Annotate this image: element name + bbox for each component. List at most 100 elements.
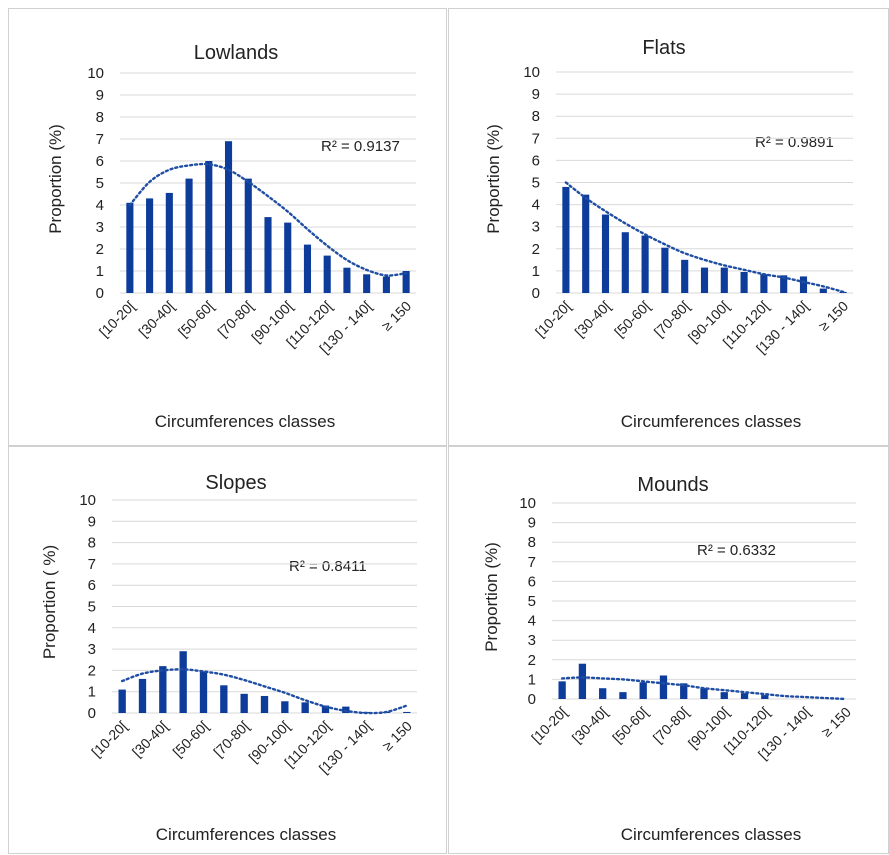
y-tick-label: 2 — [532, 241, 540, 258]
x-tick-label: [10-20[ — [528, 704, 570, 746]
y-tick-label: 2 — [88, 662, 96, 679]
bar — [321, 705, 330, 713]
bar — [761, 695, 769, 699]
y-tick-label: 6 — [88, 577, 96, 594]
y-tick-label: 2 — [96, 241, 104, 258]
bar — [138, 678, 147, 713]
bar — [199, 671, 208, 713]
y-tick-label: 8 — [88, 535, 96, 552]
bar — [760, 274, 768, 293]
x-tick-label: ≥ 150 — [818, 704, 854, 740]
x-axis-label: Circumferences classes — [621, 825, 801, 844]
bar — [303, 244, 312, 293]
bar — [740, 272, 748, 293]
trendline — [120, 668, 409, 715]
x-tick-label: [10-20[ — [532, 298, 574, 340]
bar — [118, 689, 126, 713]
bar — [641, 235, 649, 293]
bar — [601, 214, 610, 293]
bar — [343, 267, 351, 293]
y-axis-label: Proportion (%) — [482, 542, 501, 652]
r-squared-label: R² = 0.8411 — [289, 558, 367, 575]
y-tick-label: 6 — [532, 152, 540, 169]
y-tick-label: 6 — [528, 573, 536, 590]
bar — [244, 178, 252, 293]
x-tick-label: ≥ 150 — [815, 298, 851, 334]
y-tick-label: 7 — [528, 554, 536, 571]
x-tick-label: [30-40[ — [135, 298, 177, 340]
x-tick-label: [50-60[ — [169, 718, 211, 760]
bar — [240, 693, 248, 713]
y-tick-label: 1 — [532, 263, 540, 280]
trendline — [564, 181, 845, 294]
chart-slopes: Slopes Proportion ( %) Circumferences cl… — [40, 472, 417, 844]
y-tick-label: 7 — [88, 556, 96, 573]
y-tick-label: 9 — [88, 513, 96, 530]
bar — [179, 651, 187, 713]
x-tick-label: [50-60[ — [175, 298, 217, 340]
bar — [680, 683, 688, 699]
bar — [639, 682, 647, 699]
bar — [558, 681, 566, 699]
bar — [301, 702, 309, 713]
y-tick-label: 5 — [96, 175, 104, 192]
y-tick-label: 8 — [96, 109, 104, 126]
bar — [224, 141, 233, 293]
y-tick-label: 9 — [96, 87, 104, 104]
y-tick-label: 10 — [87, 65, 104, 82]
trendline — [128, 162, 408, 277]
bar — [205, 161, 213, 293]
chart-panel-flats: Flats Proportion (%) Circumferences clas… — [448, 8, 889, 446]
bar — [700, 267, 709, 293]
bar — [402, 271, 410, 293]
r-squared-label: R² = 0.6332 — [697, 542, 776, 559]
y-tick-label: 7 — [96, 131, 104, 148]
x-axis-label: Circumferences classes — [156, 825, 336, 844]
bar — [260, 695, 269, 713]
y-tick-label: 0 — [532, 285, 540, 302]
bar — [720, 267, 728, 293]
bar — [284, 222, 292, 293]
y-tick-label: 7 — [532, 130, 540, 147]
y-tick-label: 0 — [88, 705, 96, 722]
bar — [165, 192, 173, 293]
chart-title: Lowlands — [194, 42, 279, 64]
chart-flats: Flats Proportion (%) Circumferences clas… — [484, 37, 853, 431]
x-tick-label: [30-40[ — [129, 718, 171, 760]
y-tick-label: 4 — [532, 197, 540, 214]
bar — [220, 685, 228, 713]
y-tick-label: 1 — [96, 263, 104, 280]
bar — [799, 276, 808, 293]
bar — [659, 675, 668, 699]
bar — [780, 275, 788, 293]
bar — [185, 178, 193, 293]
x-tick-label: [30-40[ — [571, 298, 613, 340]
y-tick-label: 1 — [528, 671, 536, 688]
y-tick-label: 10 — [519, 495, 536, 512]
bar — [619, 692, 627, 699]
y-tick-label: 2 — [528, 652, 536, 669]
y-axis-label: Proportion (%) — [46, 124, 65, 234]
y-tick-label: 8 — [532, 108, 540, 125]
y-tick-label: 6 — [96, 153, 104, 170]
bar — [819, 288, 827, 293]
x-tick-label: [10-20[ — [96, 298, 138, 340]
trendline — [560, 676, 848, 701]
bar — [146, 198, 154, 293]
chart-title: Mounds — [637, 474, 708, 496]
x-axis-label: Circumferences classes — [621, 412, 801, 431]
bar — [599, 688, 607, 699]
y-tick-label: 10 — [79, 492, 96, 509]
bar — [720, 692, 728, 699]
x-tick-label: [10-20[ — [88, 718, 130, 760]
chart-mounds: Mounds Proportion (%) Circumferences cla… — [482, 474, 856, 844]
bar — [363, 274, 371, 293]
bar — [700, 688, 708, 699]
y-tick-label: 1 — [88, 684, 96, 701]
bar — [159, 666, 167, 713]
chart-panel-slopes: Slopes Proportion ( %) Circumferences cl… — [8, 446, 447, 854]
y-tick-label: 5 — [528, 593, 536, 610]
bar — [126, 202, 134, 293]
bar — [382, 276, 390, 293]
bar — [323, 255, 331, 293]
